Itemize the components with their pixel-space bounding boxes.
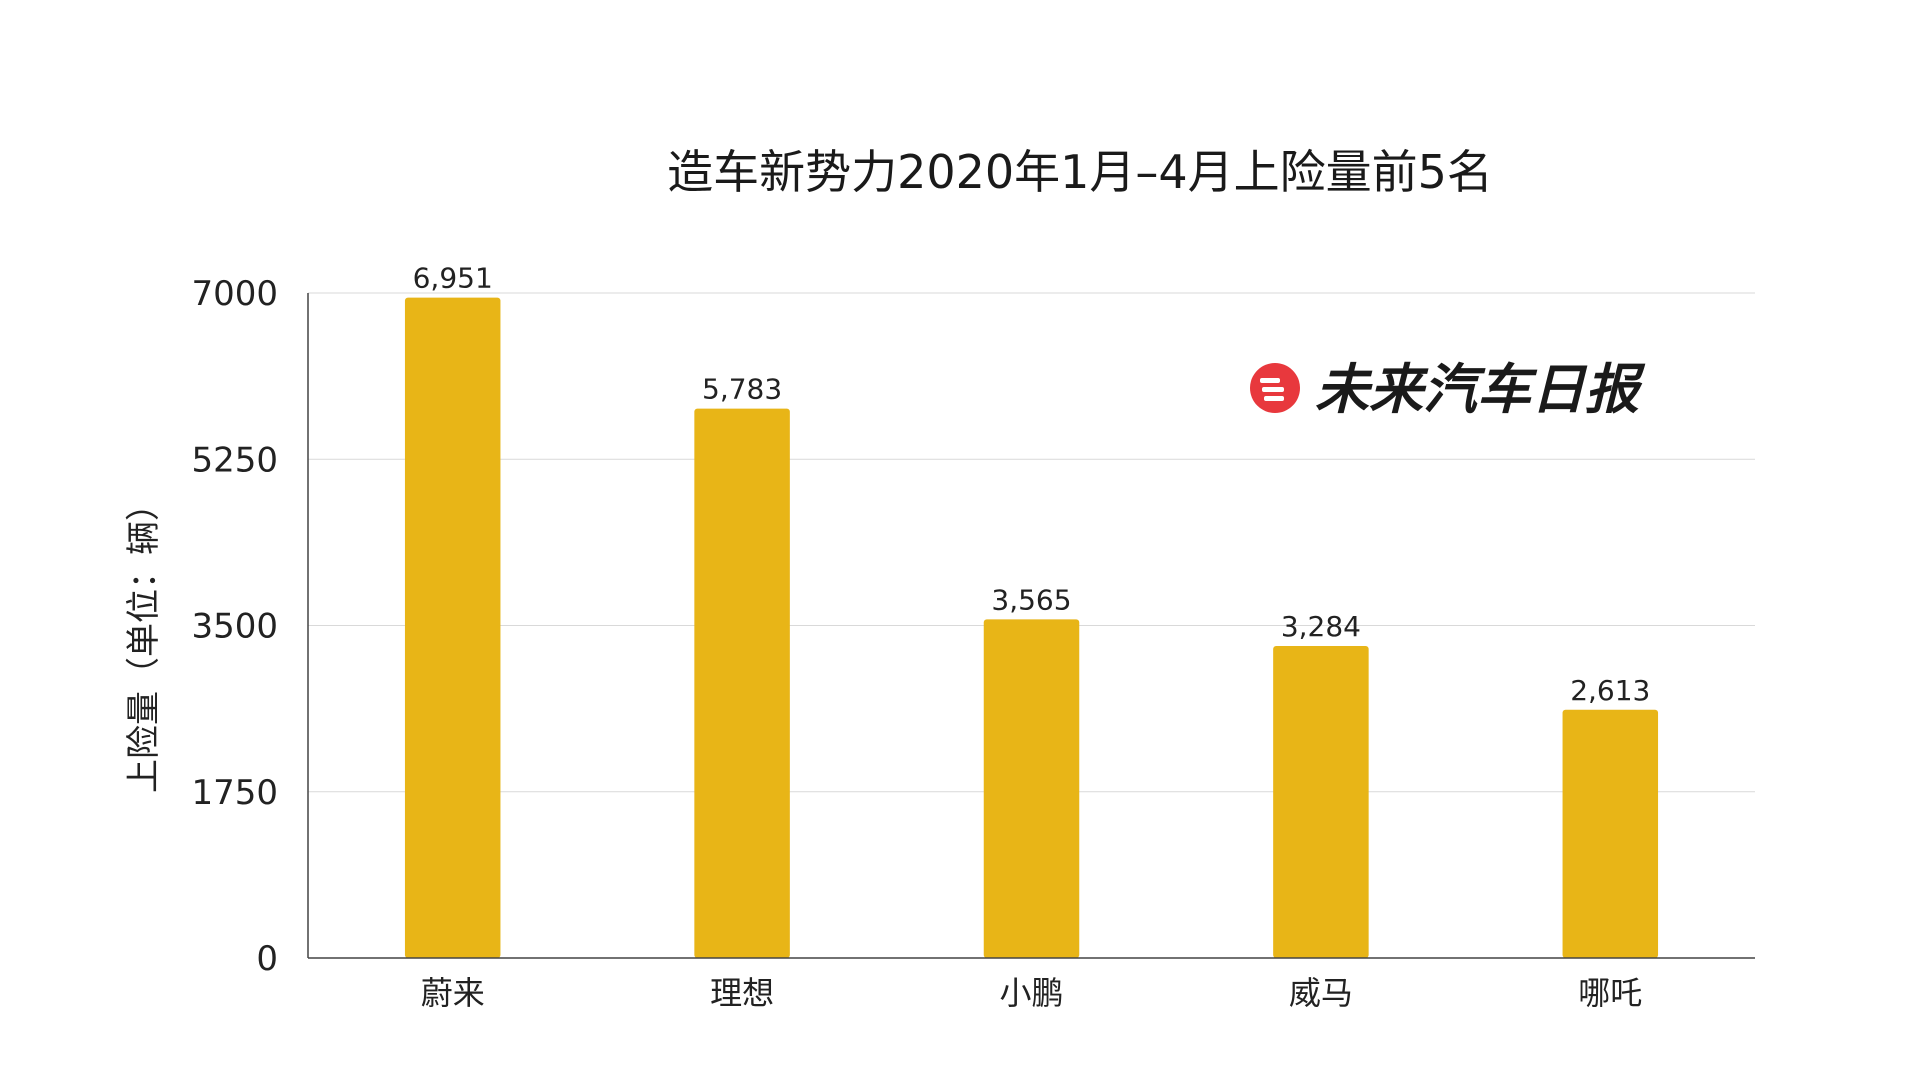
x-category-label: 哪吒 bbox=[1578, 974, 1642, 1012]
bar bbox=[404, 297, 501, 958]
y-tick-label: 0 bbox=[256, 939, 278, 979]
x-category-label: 理想 bbox=[710, 974, 774, 1012]
y-tick-label: 1750 bbox=[191, 773, 278, 813]
x-category-label: 小鹏 bbox=[999, 974, 1063, 1012]
watermark-logo-stripes bbox=[1260, 378, 1284, 401]
watermark-text: 未来汽车日报 bbox=[1315, 358, 1646, 421]
y-axis-ticks: 0 1750 3500 5250 7000 bbox=[191, 274, 278, 979]
bar-value-label: 3,284 bbox=[1281, 610, 1361, 643]
x-axis-categories: 蔚来 理想 小鹏 威马 哪吒 bbox=[421, 974, 1643, 1012]
bar bbox=[1273, 646, 1369, 958]
x-category-label: 蔚来 bbox=[421, 974, 485, 1012]
y-tick-label: 3500 bbox=[191, 607, 278, 647]
chart-title: 造车新势力2020年1月–4月上险量前5名 bbox=[667, 145, 1493, 199]
data-labels: 6,951 5,783 3,565 3,284 2,613 bbox=[413, 262, 1651, 707]
bar bbox=[694, 408, 790, 958]
bar-value-label: 2,613 bbox=[1570, 674, 1650, 707]
bar bbox=[1562, 709, 1659, 958]
y-axis-title: 上险量（单位：辆） bbox=[124, 487, 164, 793]
bar bbox=[983, 619, 1080, 958]
bar-value-label: 3,565 bbox=[991, 583, 1071, 616]
y-tick-label: 7000 bbox=[191, 274, 278, 314]
y-tick-label: 5250 bbox=[191, 440, 278, 480]
bars bbox=[404, 297, 1659, 958]
bar-value-label: 5,783 bbox=[702, 373, 782, 406]
x-category-label: 威马 bbox=[1289, 974, 1353, 1012]
watermark-logo: 未来汽车日报 bbox=[1250, 358, 1646, 421]
bar-value-label: 6,951 bbox=[413, 262, 493, 295]
